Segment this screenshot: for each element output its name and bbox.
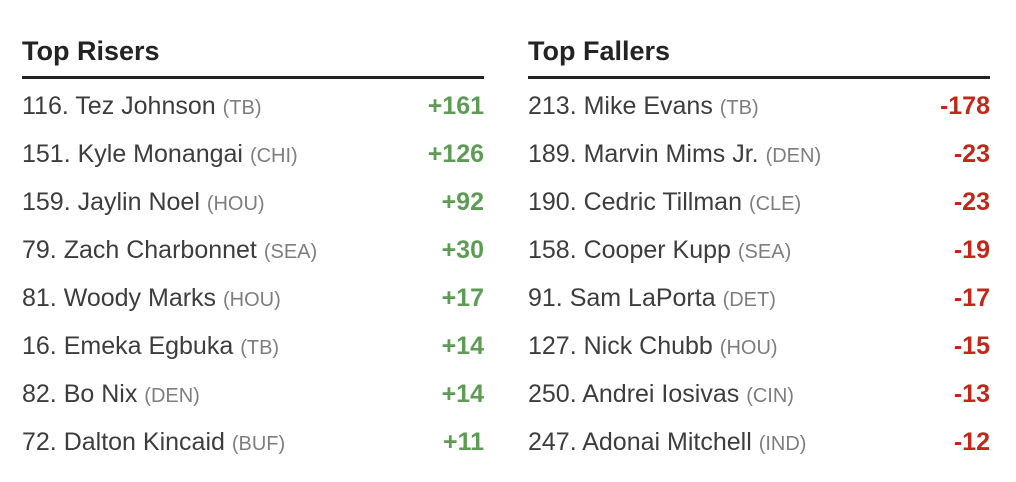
change-value: -19: [953, 236, 990, 264]
player-rank-name: 79. Zach Charbonnet: [22, 236, 264, 264]
top-fallers-list: 213. Mike Evans (TB) -178 189. Marvin Mims…: [528, 79, 990, 466]
player-rank-name: 116. Tez Johnson: [22, 92, 223, 120]
player-label: 16. Emeka Egbuka (TB): [22, 322, 279, 372]
change-value: -23: [953, 140, 990, 168]
top-risers-list: 116. Tez Johnson (TB) +161 151. Kyle Monan…: [22, 79, 484, 466]
player-row: 158. Cooper Kupp (SEA) -19: [528, 226, 990, 274]
team-abbr: (TB): [222, 97, 262, 119]
top-risers-title: Top Risers: [22, 36, 484, 79]
player-label: 247. Adonai Mitchell (IND): [528, 418, 806, 468]
player-rank-name: 213. Mike Evans: [528, 92, 720, 120]
team-abbr: (CHI): [249, 145, 298, 167]
team-abbr: (CLE): [748, 193, 802, 215]
change-value: +11: [442, 428, 484, 456]
player-rank-name: 250. Andrei Iosivas: [528, 380, 747, 408]
team-abbr: (CIN): [746, 385, 794, 407]
team-abbr: (HOU): [206, 193, 265, 215]
player-label: 250. Andrei Iosivas (CIN): [528, 370, 794, 420]
team-abbr: (IND): [758, 433, 807, 455]
player-rank-name: 81. Woody Marks: [22, 284, 224, 312]
player-rank-name: 91. Sam LaPorta: [528, 284, 723, 312]
player-rank-name: 190. Cedric Tillman: [528, 188, 749, 216]
change-value: +161: [427, 92, 484, 120]
player-row: 79. Zach Charbonnet (SEA) +30: [22, 226, 484, 274]
top-fallers-title: Top Fallers: [528, 36, 990, 79]
player-label: 127. Nick Chubb (HOU): [528, 322, 778, 372]
player-row: 72. Dalton Kincaid (BUF) +11: [22, 418, 484, 466]
player-row: 213. Mike Evans (TB) -178: [528, 82, 990, 130]
player-label: 79. Zach Charbonnet (SEA): [22, 226, 317, 276]
player-rank-name: 247. Adonai Mitchell: [528, 428, 759, 456]
player-label: 189. Marvin Mims Jr. (DEN): [528, 130, 821, 180]
change-value: -17: [953, 284, 990, 312]
player-rank-name: 82. Bo Nix: [22, 380, 145, 408]
player-label: 151. Kyle Monangai (CHI): [22, 130, 298, 180]
team-abbr: (HOU): [719, 337, 778, 359]
player-label: 91. Sam LaPorta (DET): [528, 274, 776, 324]
player-row: 159. Jaylin Noel (HOU) +92: [22, 178, 484, 226]
change-value: +17: [441, 284, 484, 312]
change-value: -12: [953, 428, 990, 456]
change-value: -23: [953, 188, 990, 216]
player-rank-name: 151. Kyle Monangai: [22, 140, 250, 168]
player-rank-name: 158. Cooper Kupp: [528, 236, 738, 264]
team-abbr: (BUF): [231, 433, 286, 455]
player-label: 116. Tez Johnson (TB): [22, 82, 262, 132]
team-abbr: (DEN): [144, 385, 200, 407]
top-risers-section: Top Risers 116. Tez Johnson (TB) +161 151.…: [22, 36, 484, 482]
player-label: 159. Jaylin Noel (HOU): [22, 178, 265, 228]
player-label: 81. Woody Marks (HOU): [22, 274, 281, 324]
player-row: 189. Marvin Mims Jr. (DEN) -23: [528, 130, 990, 178]
player-row: 116. Tez Johnson (TB) +161: [22, 82, 484, 130]
team-abbr: (DEN): [765, 145, 822, 167]
player-rank-name: 159. Jaylin Noel: [22, 188, 207, 216]
player-label: 190. Cedric Tillman (CLE): [528, 178, 801, 228]
change-value: +30: [441, 236, 484, 264]
team-abbr: (SEA): [737, 241, 792, 263]
change-value: +92: [441, 188, 484, 216]
change-value: +14: [441, 332, 484, 360]
player-label: 213. Mike Evans (TB): [528, 82, 759, 132]
player-row: 16. Emeka Egbuka (TB) +14: [22, 322, 484, 370]
player-rank-name: 127. Nick Chubb: [528, 332, 720, 360]
player-row: 250. Andrei Iosivas (CIN) -13: [528, 370, 990, 418]
player-row: 190. Cedric Tillman (CLE) -23: [528, 178, 990, 226]
player-label: 72. Dalton Kincaid (BUF): [22, 418, 285, 468]
change-value: +14: [441, 380, 484, 408]
team-abbr: (TB): [719, 97, 759, 119]
change-value: -15: [953, 332, 990, 360]
team-abbr: (TB): [240, 337, 280, 359]
player-row: 81. Woody Marks (HOU) +17: [22, 274, 484, 322]
player-row: 247. Adonai Mitchell (IND) -12: [528, 418, 990, 466]
team-abbr: (DET): [722, 289, 776, 311]
player-label: 82. Bo Nix (DEN): [22, 370, 200, 420]
team-abbr: (SEA): [263, 241, 318, 263]
player-row: 82. Bo Nix (DEN) +14: [22, 370, 484, 418]
player-rank-name: 189. Marvin Mims Jr.: [528, 140, 766, 168]
player-rank-name: 72. Dalton Kincaid: [22, 428, 232, 456]
player-label: 158. Cooper Kupp (SEA): [528, 226, 791, 276]
player-row: 127. Nick Chubb (HOU) -15: [528, 322, 990, 370]
player-row: 91. Sam LaPorta (DET) -17: [528, 274, 990, 322]
player-row: 151. Kyle Monangai (CHI) +126: [22, 130, 484, 178]
top-fallers-section: Top Fallers 213. Mike Evans (TB) -178 189.…: [528, 36, 990, 482]
change-value: +126: [427, 140, 484, 168]
change-value: -178: [939, 92, 990, 120]
change-value: -13: [953, 380, 990, 408]
team-abbr: (HOU): [223, 289, 281, 311]
player-rank-name: 16. Emeka Egbuka: [22, 332, 241, 360]
